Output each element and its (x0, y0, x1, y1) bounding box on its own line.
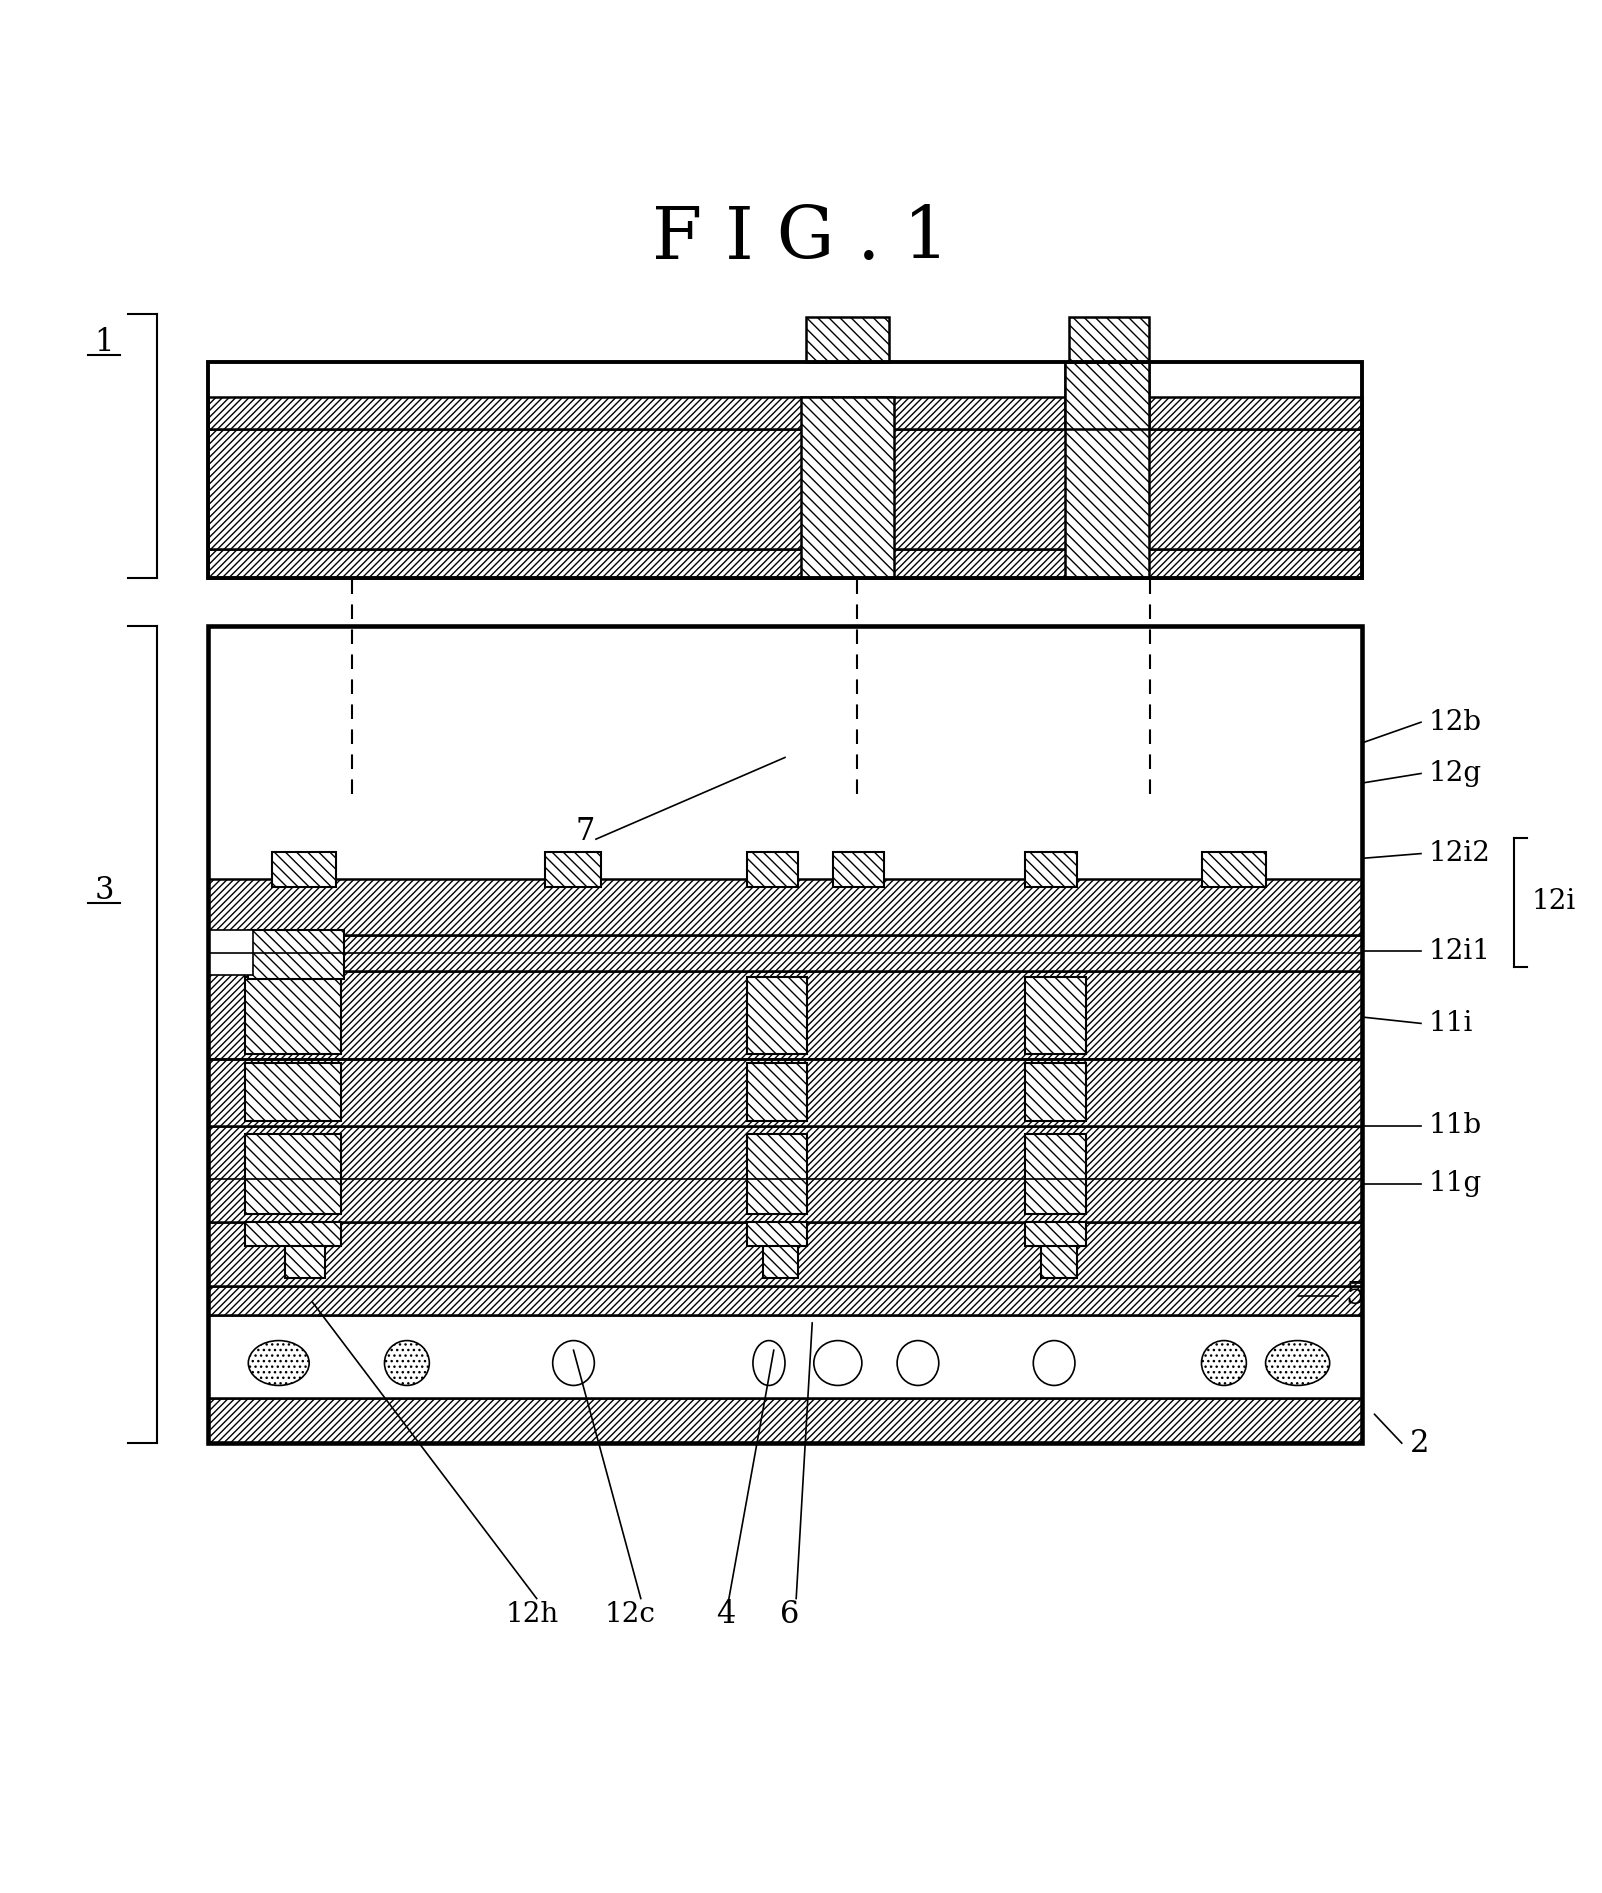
Text: 4: 4 (716, 1600, 735, 1630)
Bar (245, 1064, 341, 1121)
Text: 2: 2 (1410, 1427, 1429, 1460)
Text: 11i: 11i (1429, 1009, 1474, 1037)
Bar (248, 931, 344, 979)
Bar (747, 1064, 807, 1121)
Text: 7: 7 (575, 816, 594, 846)
Bar (245, 977, 341, 1054)
Text: 12g: 12g (1429, 759, 1482, 787)
Bar (208, 1399, 1362, 1442)
Bar (747, 1134, 807, 1213)
Ellipse shape (897, 1340, 939, 1386)
Bar (285, 1230, 325, 1278)
Bar (1025, 852, 1077, 888)
Text: 1: 1 (95, 327, 114, 358)
Bar (1025, 977, 1086, 1054)
Bar (208, 931, 253, 975)
Bar (245, 1223, 341, 1246)
Ellipse shape (753, 1340, 785, 1386)
Ellipse shape (1202, 1340, 1246, 1386)
Bar (1202, 852, 1266, 888)
Bar (1025, 1064, 1086, 1121)
Bar (208, 627, 1362, 1442)
Bar (208, 931, 253, 975)
Bar (1065, 362, 1149, 577)
Text: F I G . 1: F I G . 1 (652, 203, 950, 274)
Bar (208, 1126, 1362, 1223)
Text: 12i2: 12i2 (1429, 840, 1491, 867)
Bar (208, 971, 1362, 1058)
Bar (1069, 316, 1149, 362)
Bar (208, 1223, 1362, 1285)
Bar (1025, 1223, 1086, 1246)
Text: 11g: 11g (1429, 1170, 1482, 1196)
Text: 12i1: 12i1 (1429, 937, 1491, 965)
Bar (545, 852, 601, 888)
Bar (1025, 1134, 1086, 1213)
Ellipse shape (553, 1340, 594, 1386)
Text: 3: 3 (95, 875, 114, 907)
Bar (747, 852, 798, 888)
Bar (747, 977, 807, 1054)
Text: 11b: 11b (1429, 1113, 1482, 1140)
Bar (245, 1134, 341, 1213)
Ellipse shape (1266, 1340, 1330, 1386)
Bar (208, 935, 1362, 971)
Bar (747, 1223, 807, 1246)
Text: 12h: 12h (505, 1601, 559, 1628)
Bar (208, 430, 1362, 549)
Text: 12b: 12b (1429, 708, 1482, 736)
Bar (208, 1058, 1362, 1126)
Bar (208, 1285, 1362, 1316)
Bar (806, 316, 889, 362)
Ellipse shape (1033, 1340, 1075, 1386)
Ellipse shape (814, 1340, 862, 1386)
Bar (763, 1230, 798, 1278)
Text: 12c: 12c (604, 1601, 655, 1628)
Bar (208, 362, 1362, 577)
Bar (208, 878, 1362, 935)
Bar (833, 852, 884, 888)
Bar (208, 1316, 1362, 1399)
Bar (272, 852, 336, 888)
Bar (801, 398, 894, 577)
Text: 12i: 12i (1532, 888, 1576, 914)
Ellipse shape (248, 1340, 309, 1386)
Bar (208, 549, 1362, 577)
Bar (1065, 362, 1149, 430)
Bar (1041, 1230, 1077, 1278)
Text: 5: 5 (1346, 1280, 1365, 1312)
Ellipse shape (384, 1340, 429, 1386)
Text: 6: 6 (780, 1600, 799, 1630)
Bar (208, 398, 1362, 430)
